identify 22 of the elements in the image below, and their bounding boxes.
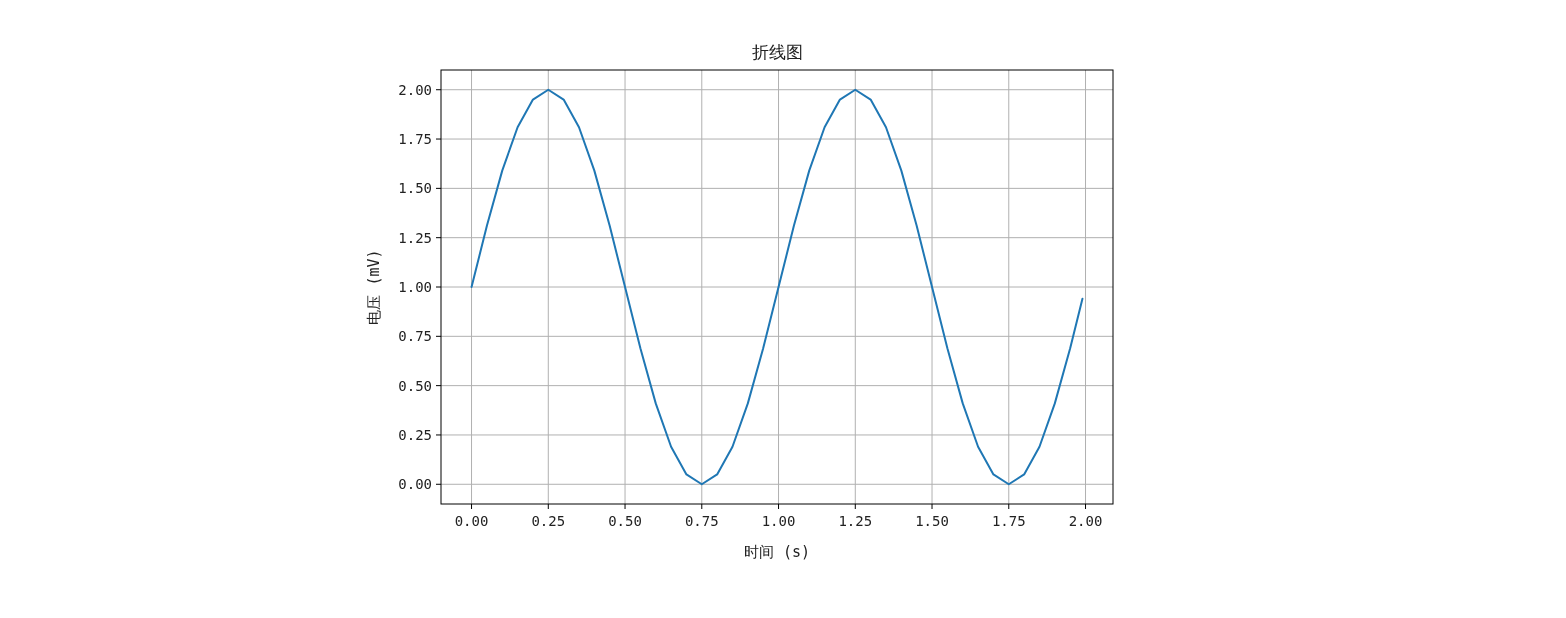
y-tick-label: 0.00 [398,476,432,493]
y-axis-title: 电压 (mV) [365,249,383,325]
x-tick-label: 0.25 [531,513,566,529]
x-tick-label: 0.75 [684,513,719,529]
y-tick-label: 1.50 [398,180,432,197]
y-tick-label: 1.25 [398,229,432,246]
chart-title: 折线图 [751,42,803,62]
x-tick-label: 2.00 [1068,513,1103,529]
x-tick-label: 1.00 [761,513,796,529]
y-tick-label: 0.25 [398,426,432,443]
x-axis-title: 时间 (s) [743,543,811,561]
y-tick-label: 1.00 [398,279,432,295]
y-tick-label: 0.50 [398,377,432,394]
x-tick-label: 1.25 [838,513,873,529]
y-tick-label: 2.00 [398,81,432,98]
y-tick-label: 0.75 [398,328,432,345]
x-tick-label: 1.75 [991,513,1026,529]
line-series [470,88,1084,486]
x-tick-label: 0.00 [454,513,489,529]
x-tick-label: 1.50 [915,513,949,529]
y-tick-label: 1.75 [398,131,432,148]
x-tick-label: 0.50 [608,513,642,529]
